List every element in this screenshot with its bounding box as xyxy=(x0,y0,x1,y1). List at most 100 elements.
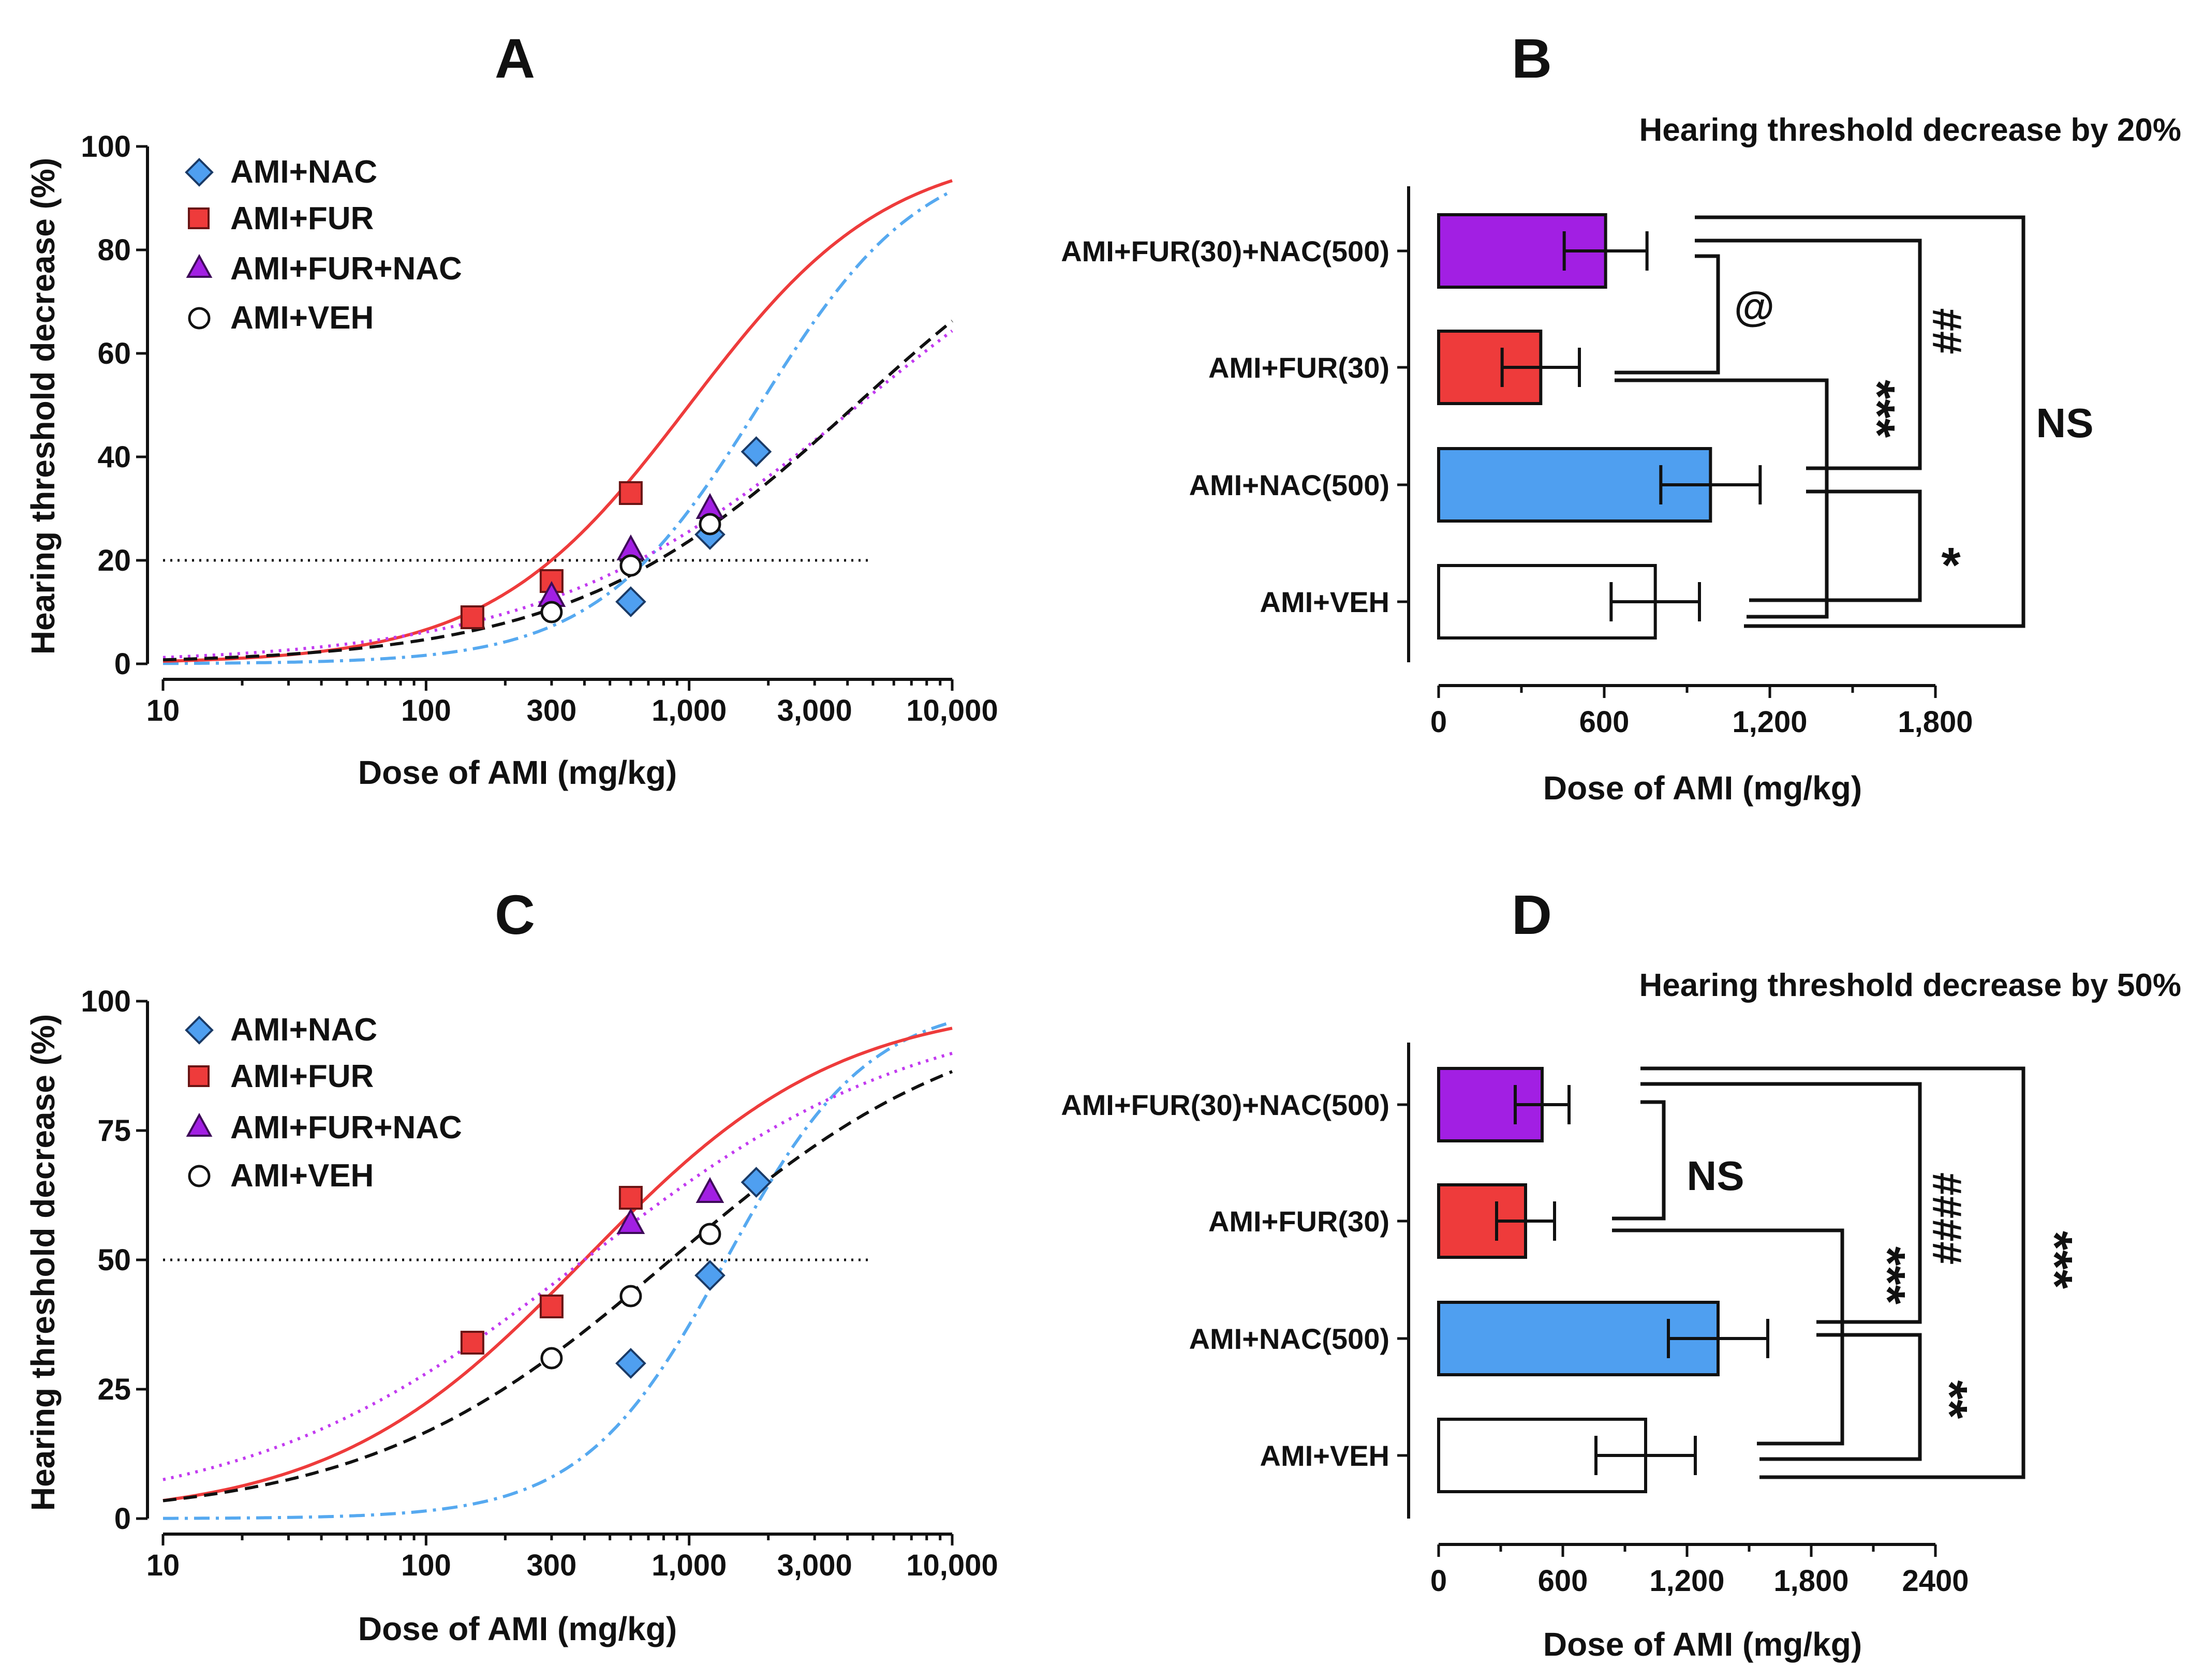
panel-c-legend: AMI+NAC AMI+FUR AMI+FUR+NAC AMI+VEH xyxy=(185,1012,462,1194)
x-tick-label: 1,800 xyxy=(1773,1564,1848,1598)
y-tick-label: 0 xyxy=(114,1502,131,1536)
y-tick-label: 25 xyxy=(97,1373,131,1406)
fit-curve-fur xyxy=(162,1027,953,1503)
legend-marker-veh-icon xyxy=(188,307,211,330)
sig-furnac-nac-label: ## xyxy=(1924,308,1970,354)
legend-label-veh: AMI+VEH xyxy=(230,300,374,336)
data-point-nac xyxy=(694,1260,726,1291)
y-tick-label: 20 xyxy=(97,544,131,577)
sig-nac-veh-label: * xyxy=(1941,538,1961,593)
panel-b-subtitle: Hearing threshold decrease by 20% xyxy=(1639,112,2181,148)
bracket-furnac-veh xyxy=(1640,1066,2025,1479)
category-label-veh: AMI+VEH xyxy=(1260,1439,1390,1472)
x-tick-label: 0 xyxy=(1430,1564,1447,1598)
panel-c: C 10 100 300 1,000 3,000 10,000 0 25 50 75 100 Dos… xyxy=(24,883,998,1647)
panel-b-significance-brackets xyxy=(1615,215,2025,628)
x-tick-label: 600 xyxy=(1538,1564,1588,1598)
legend-marker-furnac-icon xyxy=(186,1112,213,1137)
y-tick-label: 75 xyxy=(97,1114,131,1148)
data-point-veh xyxy=(540,601,563,623)
x-tick-label: 100 xyxy=(401,1549,451,1582)
data-point-veh xyxy=(619,1285,642,1307)
bracket-nac-veh xyxy=(1759,1333,1922,1461)
bracket-fur-veh xyxy=(1612,1228,1844,1446)
panel-a-y-axis-title: Hearing threshold decrease (%) xyxy=(24,158,62,655)
x-tick-label: 600 xyxy=(1579,705,1630,739)
panel-b-x-axis-title: Dose of AMI (mg/kg) xyxy=(1543,769,1862,807)
panel-c-label: C xyxy=(495,883,535,946)
category-label-furnac: AMI+FUR(30)+NAC(500) xyxy=(1061,235,1389,267)
data-point-nac xyxy=(615,1348,646,1379)
category-label-veh: AMI+VEH xyxy=(1260,586,1390,618)
sig-fur-veh-label: *** xyxy=(1850,380,1905,438)
bracket-furnac-nac xyxy=(1695,239,1922,470)
sig-nac-veh-label: ** xyxy=(1922,1380,1977,1419)
data-point-furnac xyxy=(696,1177,724,1203)
legend-marker-fur-icon xyxy=(188,1065,210,1087)
panel-b: B Hearing threshold decrease by 20% AMI+… xyxy=(1061,27,2181,807)
bracket-furnac-fur xyxy=(1612,1100,1666,1221)
x-tick-label: 3,000 xyxy=(777,1549,852,1582)
category-label-nac: AMI+NAC(500) xyxy=(1189,1322,1389,1355)
bracket-nac-veh xyxy=(1749,489,1922,602)
sig-fur-veh-label: *** xyxy=(1860,1246,1915,1305)
data-point-fur xyxy=(618,481,643,505)
legend-label-furnac: AMI+FUR+NAC xyxy=(230,1110,462,1146)
x-tick-label: 0 xyxy=(1430,705,1447,739)
y-tick-label: 80 xyxy=(97,233,131,267)
sig-furnac-nac-label: #### xyxy=(1924,1172,1970,1265)
data-point-veh xyxy=(540,1347,563,1370)
y-tick-label: 60 xyxy=(97,337,131,370)
x-tick-label: 1,000 xyxy=(652,694,727,727)
panel-d: D Hearing threshold decrease by 50% AMI+… xyxy=(1061,883,2181,1663)
panel-d-label: D xyxy=(1512,883,1552,946)
x-tick-label: 1,200 xyxy=(1649,1564,1724,1598)
legend-marker-furnac-icon xyxy=(186,254,213,278)
fit-curve-nac xyxy=(163,1020,953,1520)
data-point-veh xyxy=(699,1223,721,1245)
category-label-nac: AMI+NAC(500) xyxy=(1189,469,1389,501)
legend-marker-fur-icon xyxy=(188,207,210,229)
legend-label-fur: AMI+FUR xyxy=(230,201,374,236)
x-tick-label: 10 xyxy=(146,694,180,727)
legend-label-furnac: AMI+FUR+NAC xyxy=(230,251,462,287)
data-point-fur xyxy=(539,1295,564,1318)
panel-d-x-axis-title: Dose of AMI (mg/kg) xyxy=(1543,1626,1862,1663)
data-point-nac xyxy=(741,436,772,467)
fit-curve-nac xyxy=(163,189,953,665)
panel-a-legend: AMI+NAC AMI+FUR AMI+FUR+NAC AMI+VEH xyxy=(185,154,462,336)
x-tick-label: 10,000 xyxy=(906,694,998,727)
sig-ns-label: NS xyxy=(1687,1153,1744,1199)
category-label-furnac: AMI+FUR(30)+NAC(500) xyxy=(1061,1089,1389,1121)
x-tick-label: 3,000 xyxy=(777,694,852,727)
panel-a: A 10 100 300 1,000 3,000 10,000 0 20 40 60 80 100 D… xyxy=(24,27,998,791)
fit-curve-veh xyxy=(162,1070,953,1503)
y-tick-label: 50 xyxy=(97,1243,131,1277)
legend-marker-veh-icon xyxy=(188,1165,211,1187)
panel-c-y-axis-title: Hearing threshold decrease (%) xyxy=(24,1014,62,1511)
sig-at-label: @ xyxy=(1734,284,1774,330)
panel-a-label: A xyxy=(495,27,535,90)
fit-curve-furnac xyxy=(162,1051,953,1481)
data-point-fur xyxy=(460,605,484,629)
data-point-fur xyxy=(618,1186,643,1210)
legend-marker-nac-icon xyxy=(185,158,214,187)
panel-b-label: B xyxy=(1512,27,1552,90)
category-label-fur: AMI+FUR(30) xyxy=(1208,351,1389,384)
bracket-furnac-nac xyxy=(1640,1082,1922,1324)
legend-marker-nac-icon xyxy=(185,1016,214,1045)
category-label-fur: AMI+FUR(30) xyxy=(1208,1205,1389,1238)
x-tick-label: 300 xyxy=(526,694,576,727)
panel-d-subtitle: Hearing threshold decrease by 50% xyxy=(1639,968,2181,1003)
data-point-veh xyxy=(619,554,642,577)
x-tick-label: 1,000 xyxy=(652,1549,727,1582)
panel-c-x-axis-title: Dose of AMI (mg/kg) xyxy=(358,1610,677,1647)
bracket-fur-veh xyxy=(1615,378,1829,619)
x-tick-label: 10 xyxy=(146,1549,180,1582)
data-point-fur xyxy=(460,1331,484,1355)
sig-furnac-veh-label: *** xyxy=(2027,1231,2082,1289)
y-tick-label: 0 xyxy=(114,647,131,681)
data-point-furnac xyxy=(616,1208,645,1234)
x-tick-label: 100 xyxy=(401,694,451,727)
